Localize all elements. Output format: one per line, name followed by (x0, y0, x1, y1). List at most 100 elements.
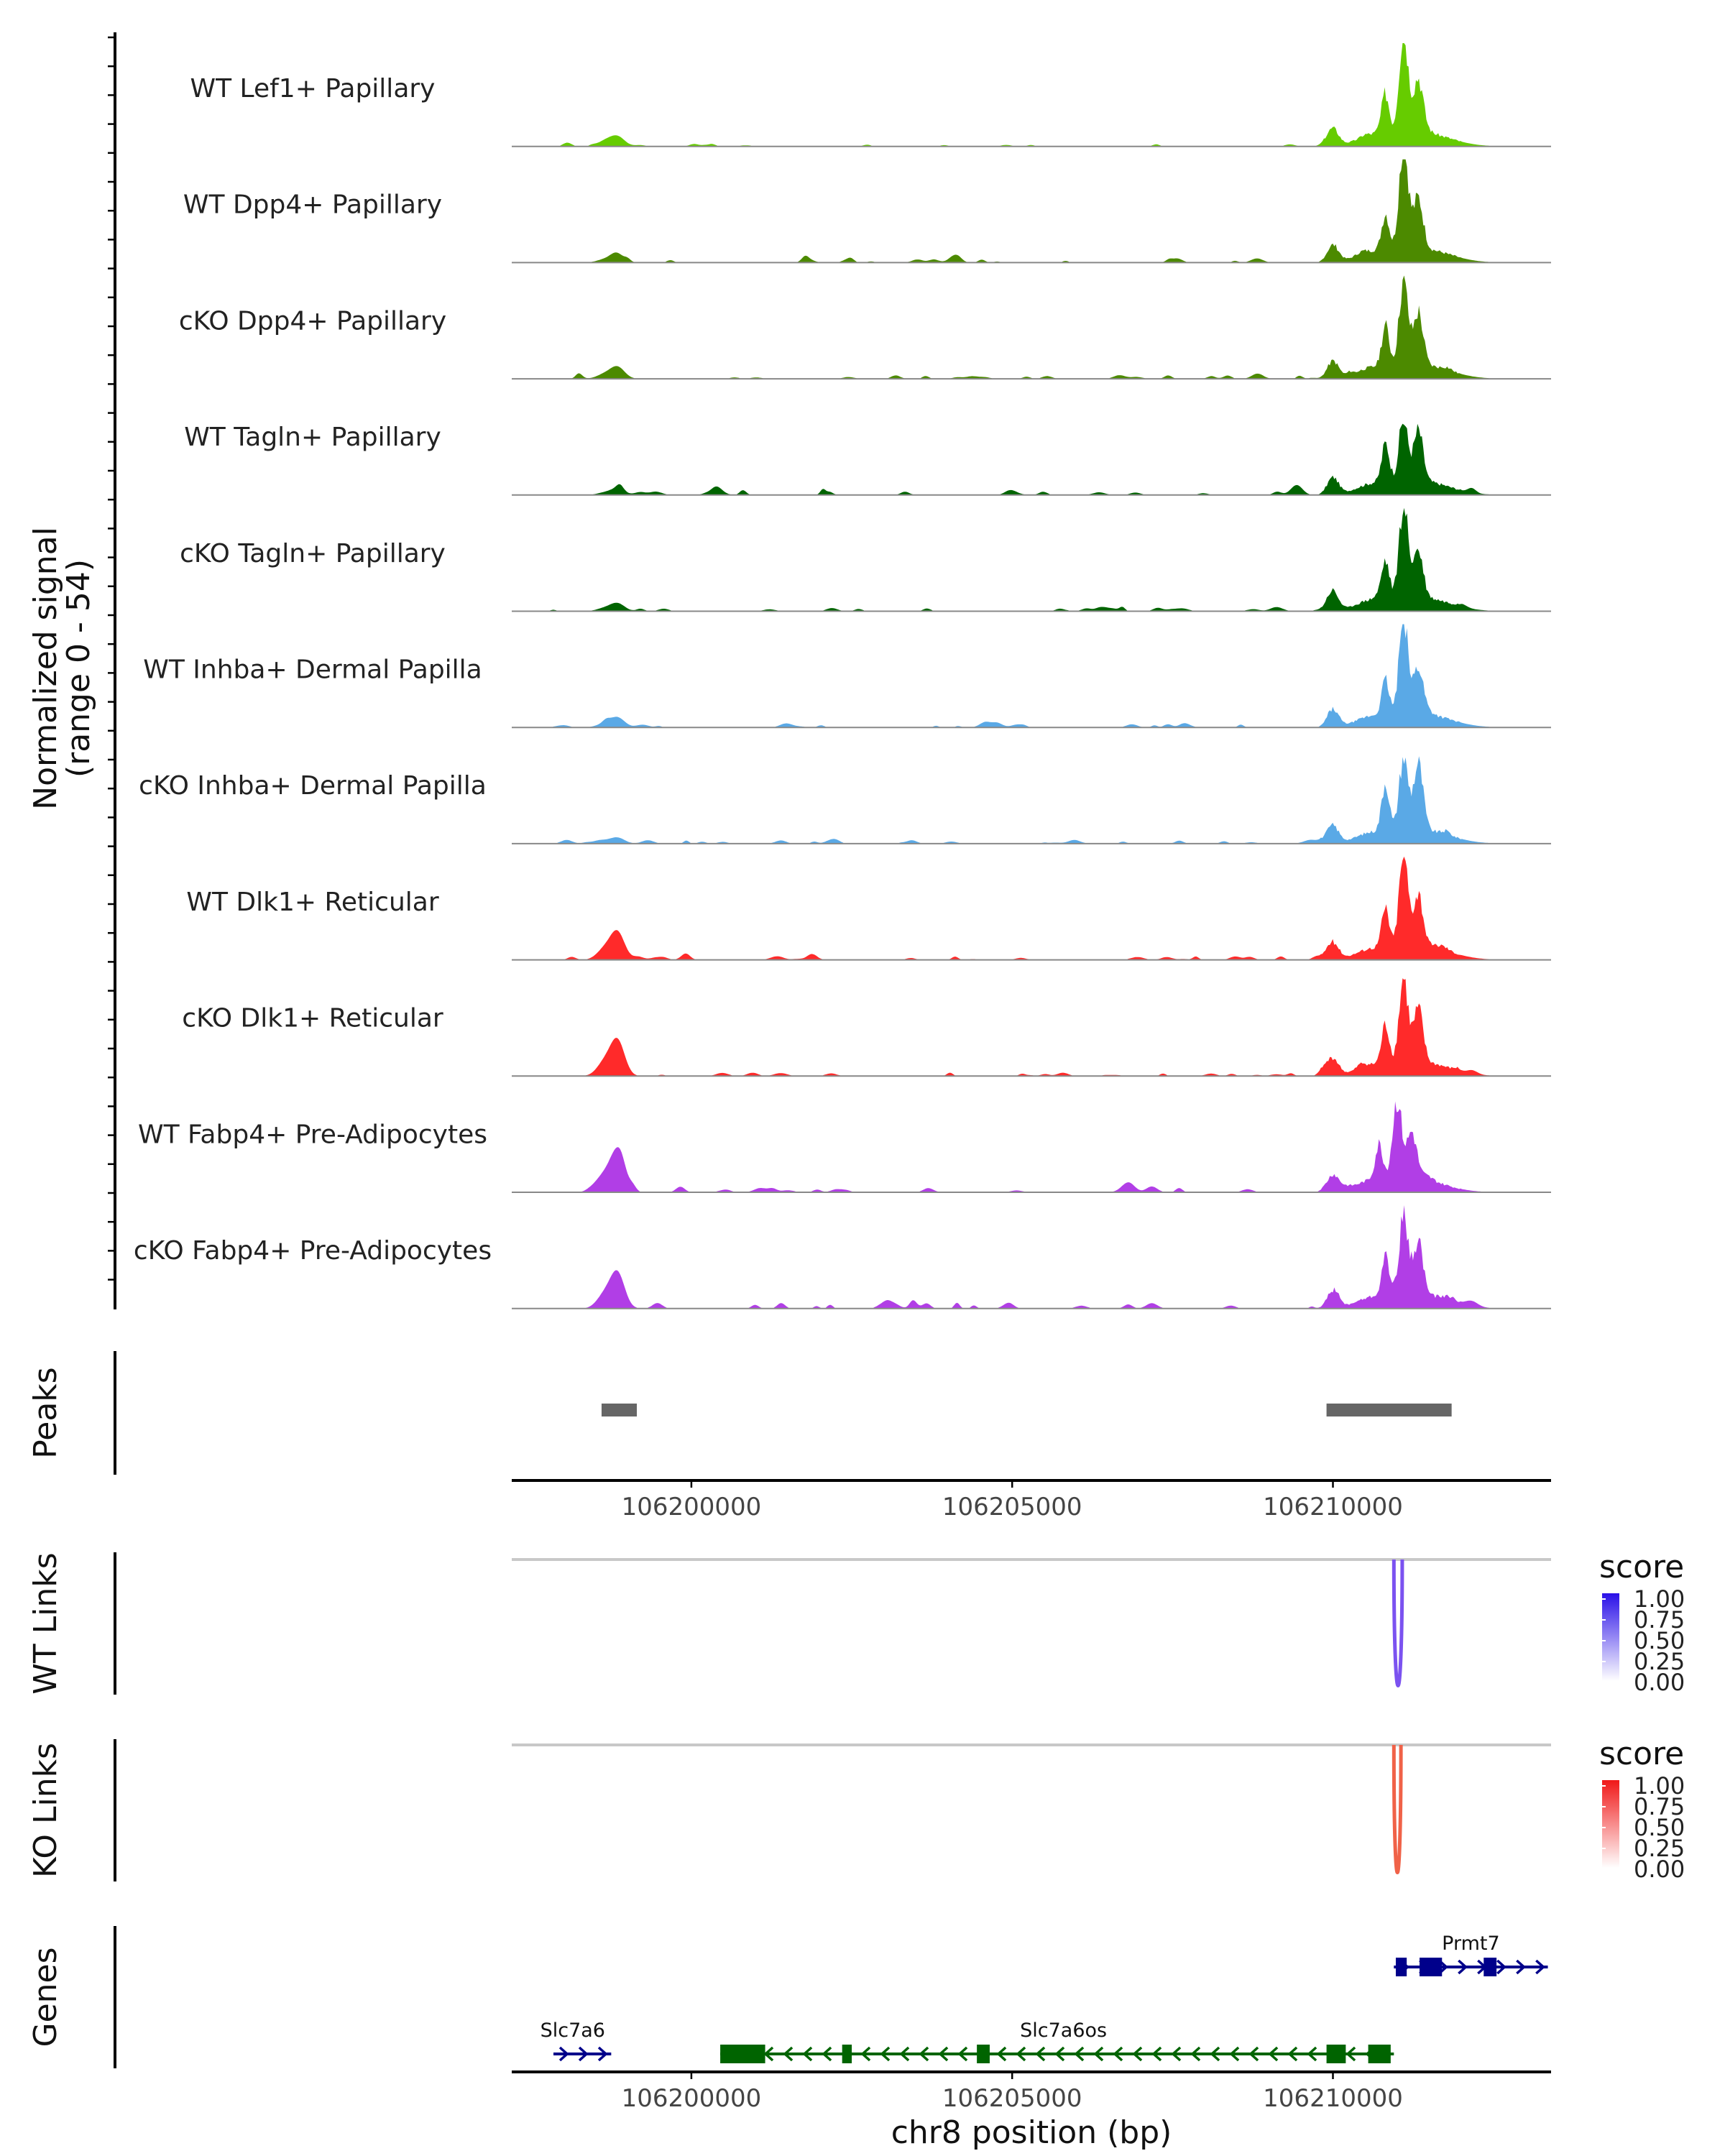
legend-tick-label: 0.75 (1634, 1793, 1685, 1820)
legend-title: score (1599, 1549, 1684, 1585)
strand-arrow (1035, 2046, 1046, 2062)
strand-arrow (1516, 1959, 1526, 1975)
strand-arrow (578, 2046, 589, 2062)
links-label: WT Links (27, 1552, 64, 1694)
gene-name: Slc7a6 (540, 2019, 605, 2042)
legend-colorbar (1602, 1780, 1619, 1868)
gene-exon (1368, 2045, 1391, 2063)
strand-arrow (1248, 2046, 1259, 2062)
score-legends: score1.000.750.500.250.00score1.000.750.… (1599, 1549, 1685, 1883)
track-5: WT Inhba+ Dermal Papilla (143, 624, 1551, 729)
strand-arrow (1093, 2046, 1104, 2062)
strand-arrow (802, 2046, 813, 2062)
strand-arrow (1132, 2046, 1143, 2062)
track-1: WT Dpp4+ Papillary (183, 159, 1551, 264)
strand-arrow (1113, 2046, 1123, 2062)
strand-arrow (860, 2046, 871, 2062)
track-label: WT Lef1+ Papillary (190, 74, 436, 103)
coverage-area (512, 43, 1551, 147)
strand-arrow (1496, 1959, 1506, 1975)
legend-tick-label: 0.75 (1634, 1606, 1685, 1634)
gene-exon (1420, 1958, 1443, 1976)
coverage-area (512, 978, 1551, 1077)
strand-arrow (1054, 2046, 1065, 2062)
genes-panel: Genes Prmt7 Slc7a6 Slc7a6os 106200000 1062050… (27, 1926, 1551, 2151)
links-label: KO Links (27, 1743, 64, 1878)
coverage-area (512, 756, 1551, 844)
track-label: WT Dpp4+ Papillary (183, 190, 442, 220)
strand-arrow (1151, 2046, 1162, 2062)
track-label: cKO Fabp4+ Pre-Adipocytes (134, 1236, 492, 1266)
legend-title: score (1599, 1736, 1684, 1772)
links-panel-0: WT Links (27, 1552, 1551, 1695)
peak-region-1 (1326, 1404, 1452, 1416)
coverage-area (512, 856, 1551, 960)
links-panels: WT Links KO Links (27, 1552, 1551, 1881)
strand-arrow (919, 2046, 929, 2062)
genes-x-axis-tick-label: 106205000 (942, 2084, 1082, 2113)
strand-arrow (1210, 2046, 1220, 2062)
legend-tick-label: 0.50 (1634, 1814, 1685, 1841)
strand-arrow (996, 2046, 1007, 2062)
genes-label: Genes (27, 1947, 64, 2047)
track-label: WT Tagln+ Papillary (184, 423, 441, 452)
genes-x-axis-tick-label: 106200000 (622, 2084, 762, 2113)
track-label: cKO Inhba+ Dermal Papilla (139, 771, 487, 801)
track-label: WT Dlk1+ Reticular (186, 888, 438, 917)
links-panel-1: KO Links (27, 1739, 1551, 1881)
peak-region-0 (601, 1404, 638, 1416)
strand-arrow (1016, 2046, 1026, 2062)
genes-x-axis-tick-label: 106210000 (1263, 2084, 1403, 2113)
strand-arrow (1229, 2046, 1240, 2062)
strand-arrow (880, 2046, 891, 2062)
track-2: cKO Dpp4+ Papillary (179, 275, 1551, 380)
legend-tick-label: 0.00 (1634, 1669, 1685, 1696)
strand-arrow (763, 2046, 774, 2062)
peaks-label: Peaks (27, 1367, 64, 1458)
gene-exon (977, 2045, 990, 2063)
track-0: WT Lef1+ Papillary (190, 43, 1551, 147)
strand-arrow (1074, 2046, 1085, 2062)
signal-axis-range: (range 0 - 54) (60, 559, 97, 778)
x-axis-title: chr8 position (bp) (891, 2114, 1172, 2151)
gene-name: Slc7a6os (1020, 2019, 1107, 2042)
signal-axis-title: Normalized signal (27, 527, 64, 810)
legend-tick-label: 1.00 (1634, 1772, 1685, 1800)
strand-arrow (1268, 2046, 1279, 2062)
track-8: cKO Dlk1+ Reticular (182, 978, 1551, 1077)
gene-prmt7: Prmt7 (1394, 1932, 1548, 1976)
gene-name: Prmt7 (1442, 1932, 1500, 1955)
track-label: WT Inhba+ Dermal Papilla (143, 655, 482, 685)
track-9: WT Fabp4+ Pre-Adipocytes (138, 1101, 1551, 1193)
gene-exon (1326, 2045, 1346, 2063)
strand-arrow (1307, 2046, 1317, 2062)
gene-exon (720, 2045, 765, 2063)
gene-slc7a6os: Slc7a6os (720, 2019, 1394, 2063)
coverage-area (512, 1205, 1551, 1309)
coverage-tracks: Normalized signal(range 0 - 54) WT Lef1+ … (27, 32, 1551, 1309)
track-3: WT Tagln+ Papillary (184, 423, 1551, 496)
gene-exon (842, 2045, 852, 2063)
track-label: cKO Tagln+ Papillary (180, 539, 446, 568)
strand-arrow (899, 2046, 910, 2062)
legend-tick-label: 0.50 (1634, 1627, 1685, 1654)
link-arc (1392, 1559, 1404, 1688)
legend-tick-label: 1.00 (1634, 1585, 1685, 1613)
strand-arrow (1287, 2046, 1298, 2062)
peaks-x-axis-tick-label: 106205000 (942, 1493, 1082, 1521)
track-6: cKO Inhba+ Dermal Papilla (139, 756, 1551, 844)
strand-arrow (957, 2046, 968, 2062)
strand-arrow (783, 2046, 794, 2062)
link-arc (1392, 1744, 1403, 1875)
legend-tick-label: 0.25 (1634, 1648, 1685, 1675)
track-7: WT Dlk1+ Reticular (186, 856, 1551, 961)
coverage-area (512, 624, 1551, 728)
peaks-panel: Peaks 106200000 106205000 106210000 (27, 1351, 1551, 1521)
strand-arrow (822, 2046, 832, 2062)
coverage-area (512, 159, 1551, 263)
track-label: WT Fabp4+ Pre-Adipocytes (138, 1120, 487, 1149)
coverage-area (512, 507, 1551, 612)
gene-exon (1395, 1958, 1407, 1976)
